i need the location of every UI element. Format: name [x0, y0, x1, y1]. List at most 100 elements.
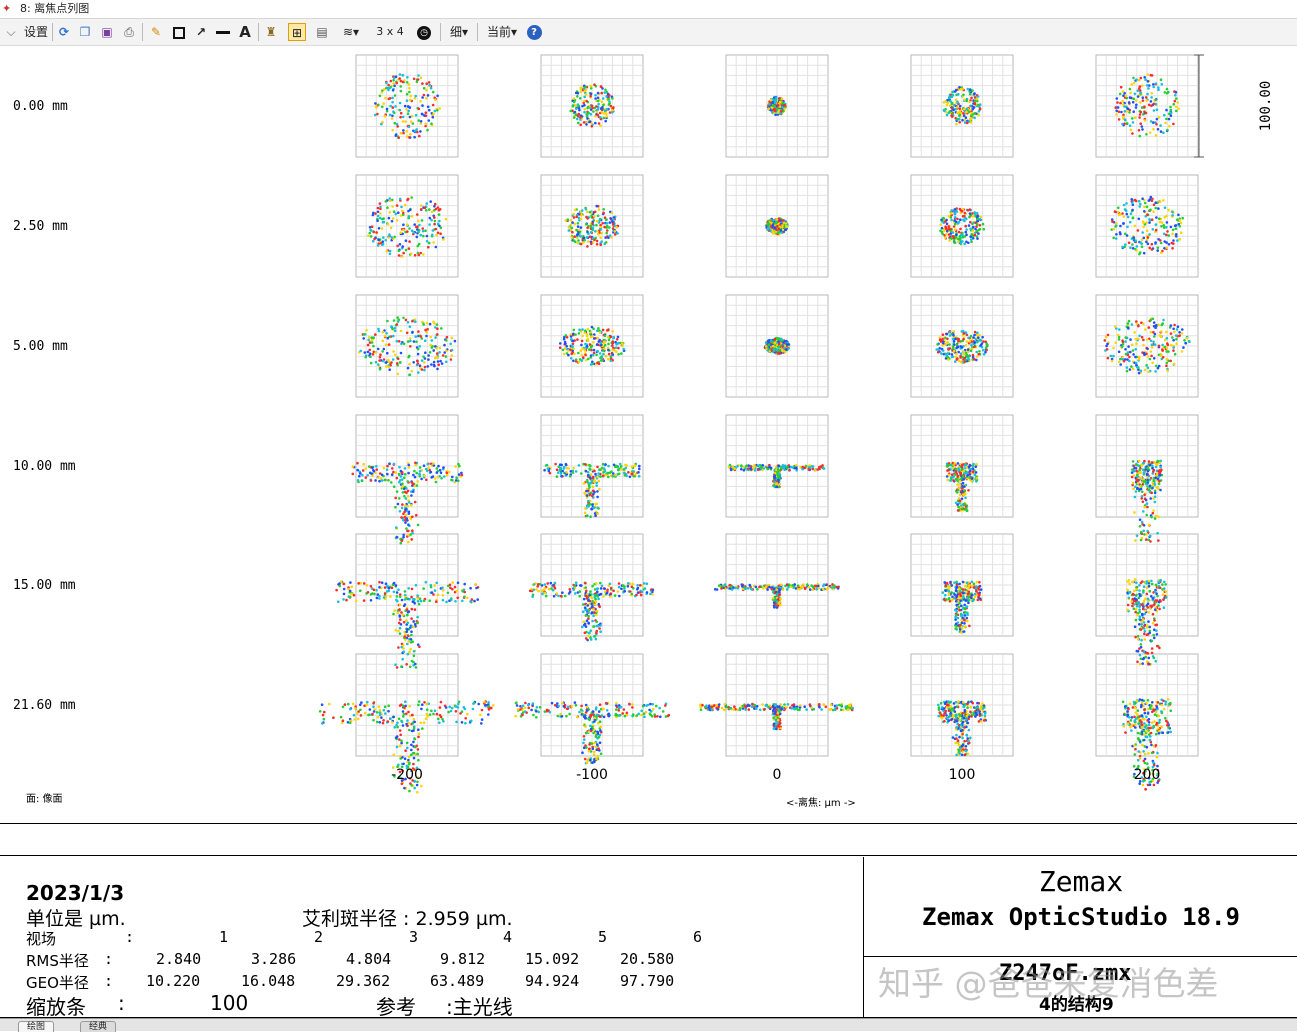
settings-button[interactable]: 设置 — [22, 23, 50, 41]
ray-point — [1129, 338, 1132, 341]
ray-point — [418, 224, 421, 227]
ray-point — [957, 93, 960, 96]
snap-icon[interactable]: ⊞ — [288, 23, 306, 41]
ray-point — [405, 663, 408, 666]
ray-point — [963, 353, 966, 356]
ray-point — [1112, 228, 1115, 231]
ray-point — [593, 481, 596, 484]
refresh-icon[interactable]: ⟳ — [55, 23, 73, 41]
ray-point — [445, 601, 448, 604]
ray-point — [400, 542, 403, 545]
ray-point — [951, 353, 954, 356]
ray-point — [570, 219, 573, 222]
ray-point — [1145, 514, 1148, 517]
ray-point — [574, 111, 577, 114]
line-width-dropdown[interactable]: 细▾ — [446, 23, 472, 41]
ray-point — [377, 348, 380, 351]
ray-point — [396, 591, 399, 594]
ray-point — [965, 116, 968, 119]
ray-point — [560, 464, 563, 467]
ray-point — [961, 485, 964, 488]
ray-point — [624, 464, 627, 467]
ray-point — [598, 219, 601, 222]
lock-icon[interactable]: ♜ — [262, 23, 280, 41]
clock-icon[interactable]: ◷ — [415, 23, 433, 41]
ray-point — [1123, 360, 1126, 363]
ray-point — [1105, 336, 1108, 339]
ray-point — [386, 250, 389, 253]
chevron-down-icon[interactable]: ⌵ — [2, 23, 20, 41]
ray-point — [1154, 326, 1157, 329]
ray-point — [948, 110, 951, 113]
ray-point — [594, 230, 597, 233]
ray-point — [585, 208, 588, 211]
ray-point — [386, 206, 389, 209]
ray-point — [1154, 343, 1157, 346]
ray-point — [442, 466, 445, 469]
ray-point — [406, 81, 409, 84]
ray-point — [1158, 469, 1161, 472]
ray-point — [365, 467, 368, 470]
ray-point — [1141, 125, 1144, 128]
ray-point — [1166, 129, 1169, 132]
ray-point — [1148, 326, 1151, 329]
ray-point — [605, 232, 608, 235]
ray-point — [581, 328, 584, 331]
ray-point — [1145, 241, 1148, 244]
ray-point — [1165, 118, 1168, 121]
ray-point — [784, 104, 787, 107]
ray-point — [1115, 113, 1118, 116]
ray-point — [1118, 361, 1121, 364]
ray-point — [1142, 99, 1145, 102]
ray-point — [946, 333, 949, 336]
ray-point — [342, 598, 345, 601]
line-icon[interactable] — [214, 23, 232, 41]
ray-point — [958, 111, 961, 114]
ray-point — [388, 590, 391, 593]
ray-point — [1125, 95, 1128, 98]
ray-point — [1125, 353, 1128, 356]
ray-point — [399, 109, 402, 112]
ray-point — [615, 226, 618, 229]
ray-point — [1155, 82, 1158, 85]
current-dropdown[interactable]: 当前▾ — [483, 23, 521, 41]
ray-point — [408, 91, 411, 94]
ray-point — [432, 349, 435, 352]
arrow-icon[interactable]: ↗ — [192, 23, 210, 41]
ray-point — [575, 216, 578, 219]
pencil-icon[interactable]: ✎ — [147, 23, 165, 41]
ray-point — [611, 97, 614, 100]
ray-point — [432, 116, 435, 119]
ray-point — [597, 337, 600, 340]
print-icon[interactable]: ⎙ — [120, 23, 138, 41]
ray-point — [1131, 132, 1134, 135]
window-icon[interactable]: ▤ — [313, 23, 331, 41]
ray-point — [607, 465, 610, 468]
ray-point — [417, 348, 420, 351]
ray-point — [471, 598, 474, 601]
text-icon[interactable]: A — [236, 23, 254, 41]
ray-point — [958, 121, 961, 124]
ray-point — [954, 473, 957, 476]
ray-point — [415, 584, 418, 587]
ray-point — [577, 233, 580, 236]
save-icon[interactable]: ▣ — [98, 23, 116, 41]
layers-icon[interactable]: ≋▾ — [338, 23, 364, 41]
layout-dropdown[interactable]: 3 x 4 — [370, 23, 410, 41]
copy-icon[interactable]: ❐ — [76, 23, 94, 41]
ray-point — [439, 347, 442, 350]
ray-point — [384, 239, 387, 242]
help-icon[interactable]: ? — [525, 23, 543, 41]
rectangle-icon[interactable] — [170, 23, 188, 41]
ray-point — [936, 343, 939, 346]
ray-point — [598, 488, 601, 491]
ray-point — [410, 596, 413, 599]
ray-point — [973, 358, 976, 361]
ray-point — [1122, 222, 1125, 225]
ray-point — [369, 352, 372, 355]
ray-point — [1131, 323, 1134, 326]
ray-point — [1140, 370, 1143, 373]
ray-point — [577, 239, 580, 242]
ray-point — [404, 521, 407, 524]
ray-point — [617, 336, 620, 339]
